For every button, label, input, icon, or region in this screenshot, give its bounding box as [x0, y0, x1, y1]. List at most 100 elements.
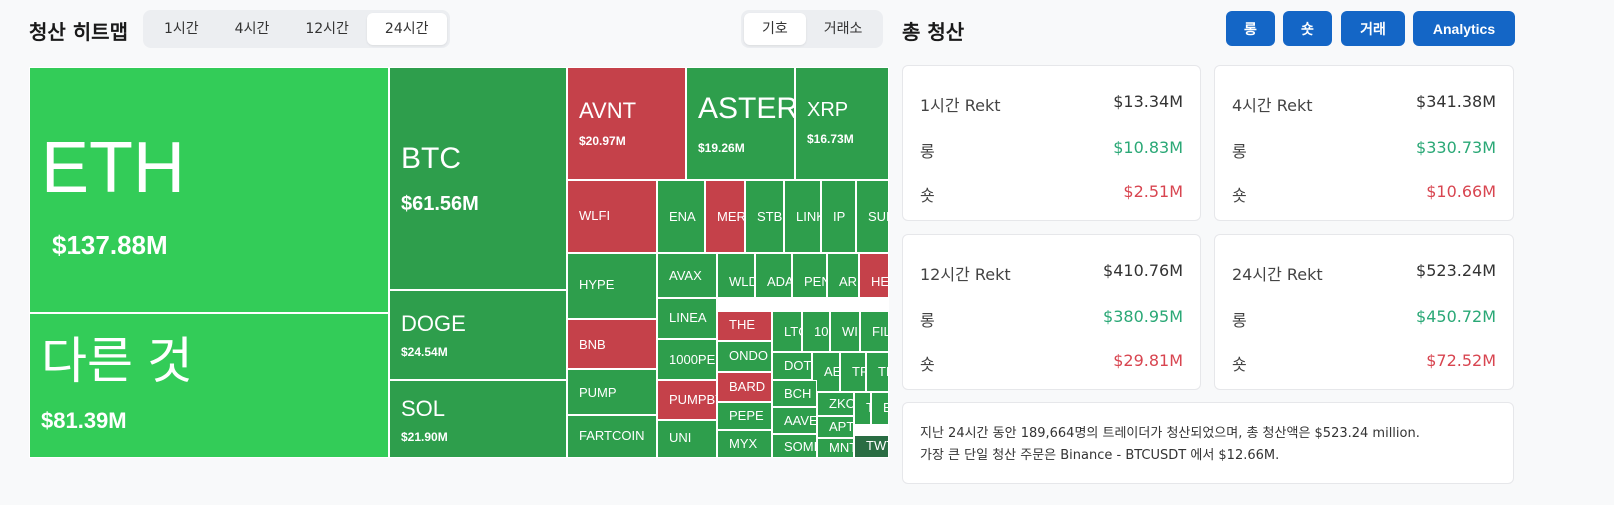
card-title: 1시간 Rekt — [920, 96, 1001, 115]
tile-symbol: XRP — [807, 99, 849, 121]
card-total: $341.38M — [1416, 92, 1496, 111]
rekt-card-4h: 4시간 Rekt $341.38M 롱 $330.73M 숏 $10.66M — [1214, 65, 1514, 221]
tile-symbol: MNT — [829, 440, 853, 455]
heatmap-tile[interactable]: T — [854, 392, 871, 425]
tile-symbol: PENGU — [804, 274, 826, 289]
tile-symbol: PEPE — [729, 408, 764, 423]
heatmap-tile[interactable]: ARB — [827, 253, 859, 298]
heatmap-tile[interactable]: ETH $137.88M — [29, 67, 389, 313]
heatmap-tile[interactable]: MERL — [705, 180, 745, 253]
tile-symbol: TR — [878, 364, 888, 379]
short-label: 숏 — [1232, 355, 1247, 374]
heatmap-tile[interactable]: PUMP — [567, 369, 657, 415]
tile-symbol: LTC — [784, 324, 801, 339]
long-button[interactable]: 롱 — [1226, 11, 1275, 46]
heatmap-tile[interactable]: BTC $61.56M — [389, 67, 567, 290]
long-value: $380.95M — [1103, 307, 1183, 326]
tab-exchange[interactable]: 거래소 — [823, 21, 863, 37]
tile-symbol: 100 — [814, 324, 829, 339]
heatmap-tile[interactable]: AVAX — [657, 253, 717, 298]
trade-button[interactable]: 거래 — [1341, 11, 1405, 46]
tab-4h[interactable]: 4시간 — [234, 21, 270, 37]
group-by-tabs: 기호 거래소 — [741, 10, 884, 48]
heatmap-tile[interactable]: XRP $16.73M — [795, 67, 889, 180]
heatmap-tile[interactable]: 다른 것 $81.39M — [29, 313, 389, 458]
rekt-card-1h: 1시간 Rekt $13.34M 롱 $10.83M 숏 $2.51M — [902, 65, 1201, 221]
heatmap-tile[interactable]: WLD — [717, 253, 755, 298]
heatmap-tile[interactable]: TR — [840, 352, 866, 392]
heatmap-tile[interactable]: AAVE — [772, 407, 817, 434]
tab-symbol[interactable]: 기호 — [744, 13, 806, 45]
tile-symbol: APT — [829, 419, 854, 434]
heatmap-tile[interactable]: HEI — [859, 253, 889, 298]
tile-symbol: WI — [842, 324, 858, 339]
heatmap-tile[interactable]: 100 — [802, 311, 830, 352]
tile-symbol: BARD — [729, 379, 766, 394]
short-label: 숏 — [920, 186, 935, 205]
tab-12h[interactable]: 12시간 — [305, 21, 349, 37]
heatmap-title: 청산 히트맵 — [29, 20, 128, 44]
heatmap-tile[interactable]: APT — [817, 416, 854, 438]
heatmap-tile[interactable]: BCH — [772, 380, 817, 407]
summary-line-2: 가장 큰 단일 청산 주문은 Binance - BTCUSDT 에서 $12.… — [920, 448, 1280, 463]
heatmap-tile[interactable]: THE — [717, 311, 772, 341]
heatmap-tile[interactable]: AVNT $20.97M — [567, 67, 686, 180]
heatmap-tile[interactable]: E — [871, 392, 889, 425]
heatmap-tile[interactable]: LINK — [784, 180, 821, 253]
tile-symbol: MYX — [729, 436, 758, 451]
heatmap-tile[interactable]: MYX — [717, 430, 772, 458]
heatmap-tile[interactable]: UNI — [657, 420, 717, 458]
tile-symbol: BNB — [579, 337, 606, 352]
heatmap-tile[interactable]: ONDO — [717, 341, 772, 372]
analytics-button[interactable]: Analytics — [1413, 11, 1515, 46]
heatmap-tile[interactable]: PEPE — [717, 402, 772, 430]
short-button[interactable]: 숏 — [1283, 11, 1332, 46]
heatmap-tile[interactable]: LTC — [772, 311, 802, 352]
short-label: 숏 — [1232, 186, 1247, 205]
long-value: $10.83M — [1113, 138, 1183, 157]
heatmap-tile[interactable]: WLFI — [567, 180, 657, 253]
card-total: $523.24M — [1416, 261, 1496, 280]
tile-symbol: ARB — [839, 274, 858, 289]
long-label: 롱 — [1232, 142, 1247, 161]
heatmap-tile[interactable]: TWT — [854, 435, 889, 458]
heatmap-tile[interactable]: PENGU — [792, 253, 827, 298]
heatmap-tile[interactable]: TR — [866, 352, 889, 392]
tab-1h[interactable]: 1시간 — [164, 21, 199, 37]
heatmap-tile[interactable]: IP — [821, 180, 856, 253]
heatmap-tile[interactable]: BARD — [717, 372, 772, 402]
heatmap-tile[interactable]: SUI — [856, 180, 889, 253]
heatmap-tile[interactable]: BNB — [567, 319, 657, 369]
heatmap-tile[interactable]: WI — [830, 311, 860, 352]
heatmap-tile[interactable]: MNT — [817, 438, 854, 458]
heatmap-tile[interactable]: DOT — [772, 352, 812, 380]
tile-symbol: WLD — [729, 274, 754, 289]
heatmap-tile[interactable]: ASTER $19.26M — [686, 67, 795, 180]
tile-symbol: MERL — [717, 209, 745, 224]
heatmap-tile[interactable]: FIL — [860, 311, 889, 352]
tile-symbol: E — [883, 401, 888, 414]
tile-symbol: BCH — [784, 386, 812, 401]
tile-symbol: PUMP — [579, 385, 617, 400]
heatmap-tile[interactable]: SOL $21.90M — [389, 380, 567, 458]
liquidation-heatmap: ETH $137.88M 다른 것 $81.39M BTC $61.56M DOGE $24.… — [29, 67, 889, 458]
heatmap-tile[interactable]: ADA — [755, 253, 792, 298]
tile-symbol: HYPE — [579, 277, 615, 292]
heatmap-tile[interactable]: ZKC — [817, 392, 854, 416]
heatmap-tile[interactable]: HYPE — [567, 253, 657, 319]
tile-symbol: TR — [852, 364, 865, 379]
tile-symbol: ENA — [669, 209, 696, 224]
tile-value: $19.26M — [698, 141, 745, 155]
heatmap-tile[interactable]: DOGE $24.54M — [389, 290, 567, 380]
heatmap-tile[interactable]: 1000PEPE — [657, 339, 717, 380]
heatmap-tile[interactable]: ENA — [657, 180, 705, 253]
tile-symbol: DOGE — [401, 311, 466, 336]
tab-24h[interactable]: 24시간 — [366, 13, 447, 45]
heatmap-tile[interactable]: PUMPBTC — [657, 380, 717, 420]
heatmap-tile[interactable]: FARTCOIN — [567, 415, 657, 458]
tile-symbol: AVAX — [669, 268, 702, 283]
heatmap-tile[interactable]: LINEA — [657, 298, 717, 339]
heatmap-tile[interactable]: SOMI — [772, 434, 817, 458]
